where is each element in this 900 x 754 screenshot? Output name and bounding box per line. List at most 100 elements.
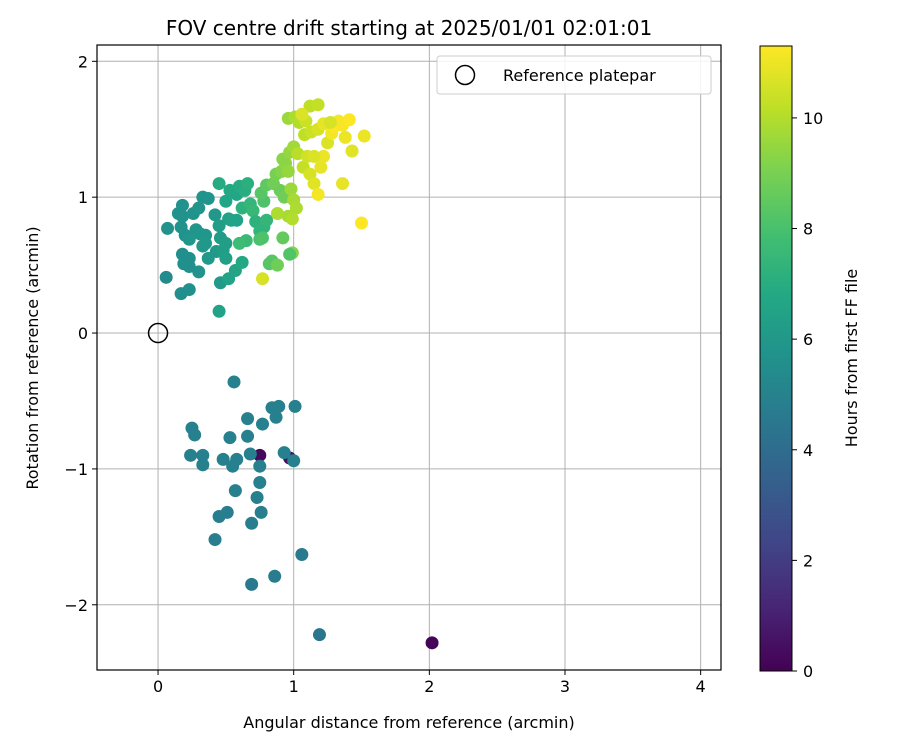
x-tick-label: 3 <box>560 677 570 696</box>
data-point <box>216 452 230 466</box>
data-point <box>307 149 321 163</box>
data-point <box>311 98 325 112</box>
data-point <box>311 187 325 201</box>
y-tick-label: −2 <box>64 596 88 615</box>
data-point <box>201 192 215 206</box>
data-point <box>283 247 297 261</box>
data-point <box>241 429 255 443</box>
data-point <box>182 251 196 265</box>
x-axis-ticks: 0 1 2 3 4 <box>153 670 706 696</box>
data-point <box>245 516 259 530</box>
data-point <box>345 144 359 158</box>
data-point <box>223 431 237 445</box>
x-axis-label: Angular distance from reference (arcmin) <box>243 713 574 732</box>
data-point <box>192 201 206 215</box>
data-point <box>295 548 309 562</box>
data-point <box>254 505 268 519</box>
data-point <box>228 484 242 498</box>
data-point <box>338 130 352 144</box>
data-point <box>288 399 302 413</box>
data-point <box>272 399 286 413</box>
data-point <box>219 194 233 208</box>
data-point <box>230 452 244 466</box>
colorbar-label: Hours from first FF file <box>842 269 861 448</box>
data-point <box>212 304 226 318</box>
colorbar-tick-label: 8 <box>803 220 813 239</box>
x-tick-label: 2 <box>424 677 434 696</box>
grid-lines <box>97 45 721 670</box>
data-point <box>270 206 284 220</box>
reference-platepar-marker <box>147 322 169 344</box>
data-point <box>196 448 210 462</box>
legend-marker-open-circle <box>454 64 476 86</box>
colorbar-gradient <box>759 45 793 672</box>
y-tick-label: 2 <box>78 52 88 71</box>
data-point <box>235 255 249 269</box>
data-point <box>295 107 309 121</box>
colorbar-tick-label: 2 <box>803 551 813 570</box>
data-point <box>289 201 303 215</box>
data-point <box>314 160 328 174</box>
data-point <box>182 232 196 246</box>
data-point <box>219 236 233 250</box>
data-point <box>241 412 255 426</box>
data-point <box>255 417 269 431</box>
colorbar: 0 2 4 6 8 10 Hours from first FF file <box>759 45 861 681</box>
data-point <box>220 505 234 519</box>
data-point <box>425 636 439 650</box>
data-point <box>268 569 282 583</box>
data-point <box>161 221 175 235</box>
colorbar-tick-label: 6 <box>803 330 813 349</box>
chart-title: FOV centre drift starting at 2025/01/01 … <box>166 16 652 40</box>
data-point <box>284 182 298 196</box>
data-point <box>255 231 269 245</box>
data-point <box>255 272 269 286</box>
data-point <box>219 251 233 265</box>
colorbar-tick-label: 4 <box>803 441 813 460</box>
data-point <box>253 476 267 489</box>
data-point <box>317 149 331 163</box>
data-point <box>285 212 299 226</box>
data-point <box>174 220 188 234</box>
data-point <box>260 213 274 227</box>
data-point <box>243 447 257 461</box>
y-tick-label: 0 <box>78 324 88 343</box>
colorbar-ticks: 0 2 4 6 8 10 <box>792 109 823 681</box>
data-point <box>227 375 241 389</box>
data-point <box>232 236 246 250</box>
legend-label: Reference platepar <box>503 66 656 85</box>
y-tick-label: 1 <box>78 188 88 207</box>
data-point <box>357 129 371 143</box>
y-tick-label: −1 <box>64 460 88 479</box>
x-tick-label: 0 <box>153 677 163 696</box>
data-point <box>277 446 291 460</box>
data-point <box>182 283 196 297</box>
data-point <box>175 198 189 212</box>
data-point <box>246 204 260 218</box>
legend-box <box>436 55 712 95</box>
x-tick-label: 1 <box>289 677 299 696</box>
colorbar-tick-label: 0 <box>803 662 813 681</box>
data-point <box>307 177 321 191</box>
data-point <box>192 265 206 279</box>
data-point <box>253 448 267 462</box>
data-point <box>212 177 226 191</box>
data-point <box>212 219 226 233</box>
data-point <box>159 270 173 284</box>
legend: Reference platepar <box>436 55 712 95</box>
data-point <box>355 216 369 230</box>
x-tick-label: 4 <box>696 677 706 696</box>
y-axis-label: Rotation from reference (arcmin) <box>23 226 42 489</box>
data-point <box>241 177 255 191</box>
data-point <box>312 628 326 642</box>
data-point <box>196 458 210 472</box>
data-point <box>287 454 301 468</box>
data-point <box>184 448 198 462</box>
data-point <box>208 208 222 222</box>
data-point <box>281 164 295 178</box>
data-point <box>270 258 284 272</box>
data-point <box>199 236 213 250</box>
data-point <box>276 231 290 245</box>
colorbar-tick-label: 10 <box>803 109 823 128</box>
data-point <box>323 115 337 129</box>
